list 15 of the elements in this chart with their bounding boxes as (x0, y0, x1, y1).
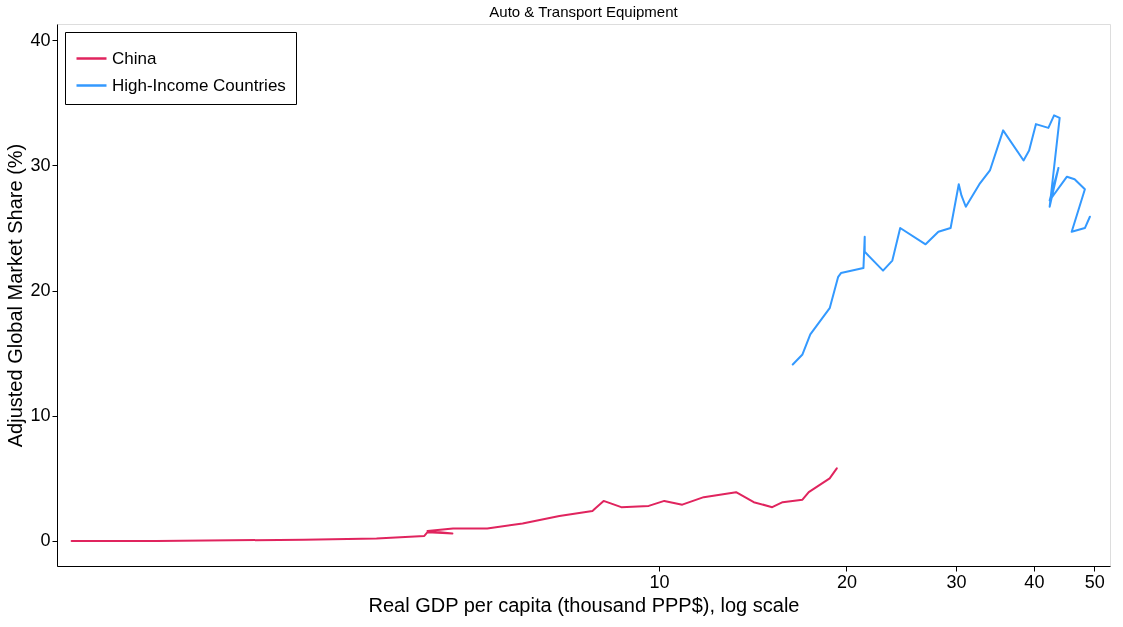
chart-title: Auto & Transport Equipment (489, 3, 679, 20)
legend-label: China (112, 48, 157, 68)
x-tick-label: 10 (649, 571, 670, 592)
y-tick-label: 30 (30, 154, 51, 175)
legend-label: High-Income Countries (112, 75, 286, 95)
y-tick-label: 40 (30, 29, 51, 50)
x-tick-label: 50 (1084, 571, 1105, 592)
y-tick-label: 20 (30, 280, 51, 301)
y-tick-label: 0 (40, 530, 51, 551)
x-tick-label: 40 (1024, 571, 1045, 592)
x-tick-label: 20 (836, 571, 857, 592)
y-axis-title: Adjusted Global Market Share (%) (4, 143, 27, 448)
x-tick-label: 30 (946, 571, 967, 592)
y-tick-label: 10 (30, 405, 51, 426)
x-axis-title: Real GDP per capita (thousand PPP$), log scale (368, 593, 800, 616)
